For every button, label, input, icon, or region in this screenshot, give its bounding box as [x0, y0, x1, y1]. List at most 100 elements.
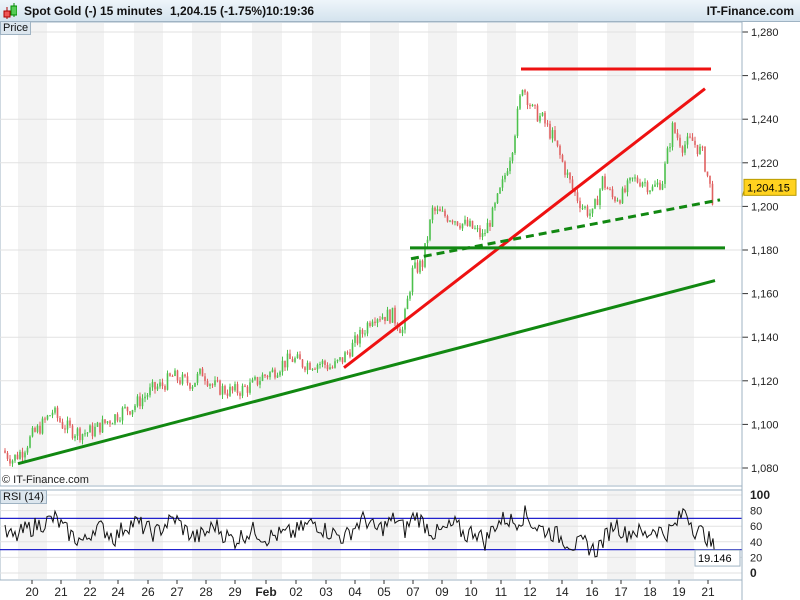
- candle-body: [569, 172, 571, 180]
- candle-body: [534, 104, 536, 106]
- candle-body: [644, 182, 646, 184]
- candle-body: [589, 213, 591, 216]
- candle-body: [334, 361, 336, 368]
- candle-body: [406, 298, 409, 310]
- day-band: [607, 23, 636, 485]
- candle-body: [119, 420, 121, 422]
- candle-body: [61, 421, 64, 429]
- candle-body: [246, 386, 249, 393]
- day-band: [607, 491, 636, 579]
- candle-body: [241, 385, 244, 396]
- candle-body: [146, 395, 149, 397]
- y-tick-label: 1,160: [751, 289, 779, 301]
- y-tick-label: 1,240: [751, 114, 779, 126]
- x-tick-label: 03: [319, 585, 333, 599]
- candle-body: [284, 360, 286, 368]
- candle-body: [49, 415, 51, 417]
- candle-body: [189, 383, 191, 389]
- candle-body: [309, 362, 311, 370]
- rsi-panel-label: RSI (14): [0, 490, 47, 504]
- candle-body: [416, 262, 419, 273]
- candle-body: [624, 188, 626, 193]
- y-tick-label: 1,280: [751, 27, 779, 39]
- candle-body: [321, 360, 324, 364]
- candle-body: [216, 380, 219, 382]
- x-tick-label: 20: [25, 585, 39, 599]
- y-tick-label: 1,200: [751, 201, 779, 213]
- candle-body: [129, 411, 131, 415]
- candle-body: [564, 161, 566, 175]
- candle-body: [529, 104, 531, 107]
- candle-body: [514, 135, 516, 153]
- candle-body: [9, 458, 11, 464]
- candle-body: [464, 219, 466, 224]
- candle-body: [194, 382, 196, 387]
- y-tick-label: 1,260: [751, 71, 779, 83]
- day-band: [487, 491, 516, 579]
- x-tick-label: 02: [289, 585, 303, 599]
- candle-body: [319, 363, 321, 365]
- candle-body: [681, 146, 684, 153]
- candle-body: [214, 380, 216, 386]
- candle-body: [656, 182, 659, 185]
- day-band: [370, 491, 399, 579]
- interval[interactable]: 15 minutes: [100, 4, 163, 18]
- candlestick-logo-icon: [3, 3, 17, 19]
- candle-body: [409, 292, 411, 299]
- rsi-tick-label: 40: [750, 537, 762, 549]
- candle-body: [634, 177, 636, 179]
- candle-body: [244, 385, 246, 387]
- candle-body: [66, 420, 69, 430]
- candle-body: [326, 364, 329, 370]
- candle-body: [479, 228, 481, 237]
- candle-body: [504, 175, 506, 180]
- candle-body: [686, 136, 689, 145]
- trendline-green: [17, 279, 716, 466]
- candle-body: [161, 382, 164, 387]
- candle-body: [476, 228, 479, 230]
- candle-body: [636, 177, 639, 183]
- candle-body: [346, 352, 349, 354]
- candle-body: [381, 316, 384, 320]
- candle-body: [401, 329, 404, 334]
- y-tick-label: 1,080: [751, 463, 779, 475]
- candle-body: [421, 260, 424, 267]
- x-tick-label: 27: [170, 585, 184, 599]
- candle-body: [411, 267, 414, 293]
- candle-body: [41, 418, 44, 434]
- candle-body: [11, 460, 14, 464]
- candle-body: [496, 193, 499, 204]
- candle-body: [526, 92, 529, 105]
- candle-body: [549, 123, 551, 139]
- candle-body: [431, 207, 434, 220]
- candle-body: [471, 220, 474, 229]
- rsi-last-label: 19.146: [698, 553, 732, 565]
- candle-body: [699, 146, 701, 155]
- candle-body: [616, 200, 619, 202]
- candle-body: [599, 189, 601, 206]
- candle-body: [696, 144, 699, 155]
- candle-body: [279, 371, 281, 376]
- candle-body: [516, 108, 519, 136]
- candle-body: [19, 451, 21, 459]
- candle-body: [311, 368, 314, 370]
- candle-body: [414, 262, 416, 268]
- candle-body: [546, 123, 549, 125]
- candle-body: [219, 380, 221, 395]
- candle-body: [439, 209, 441, 212]
- x-tick-label: 16: [585, 585, 599, 599]
- candle-body: [226, 393, 229, 396]
- day-band: [134, 491, 163, 579]
- candle-body: [254, 377, 256, 380]
- candle-body: [221, 386, 224, 395]
- candle-body: [46, 415, 49, 420]
- candle-body: [654, 184, 656, 187]
- candle-body: [394, 307, 396, 324]
- candle-body: [271, 369, 274, 373]
- candle-body: [429, 219, 431, 240]
- candle-body: [399, 328, 401, 334]
- candle-body: [339, 357, 341, 360]
- candle-body: [304, 367, 306, 371]
- candle-body: [164, 386, 166, 390]
- x-tick-label: 29: [228, 585, 242, 599]
